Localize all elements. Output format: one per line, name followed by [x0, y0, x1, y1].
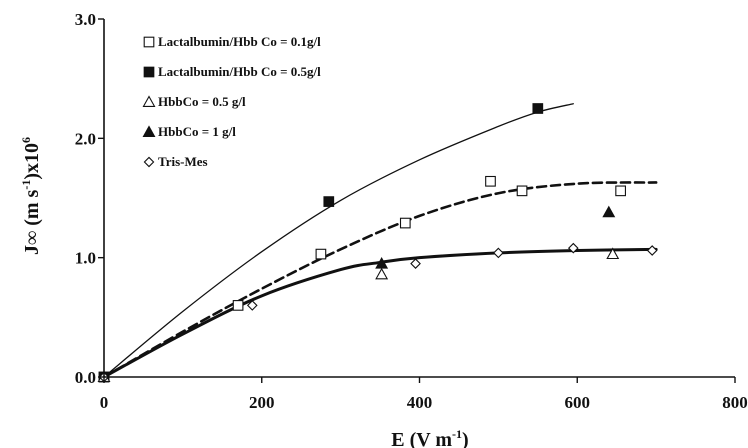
y-tick-label: 1.0	[75, 249, 96, 268]
data-point-series-0	[399, 217, 411, 229]
data-point-series-0	[232, 300, 244, 311]
legend: Lactalbumin/Hbb Co = 0.1g/l Lactalbumin/H…	[142, 34, 321, 169]
fit-curve-thick-solid	[102, 247, 658, 379]
fit-curve-thin-solid	[103, 103, 574, 378]
legend-marker-2	[142, 95, 156, 107]
data-point-series-4	[567, 242, 579, 254]
fit-curve-dashed	[102, 181, 658, 379]
x-tick-label: 200	[249, 393, 275, 412]
x-tick-label: 400	[407, 393, 433, 412]
x-tick-label: 800	[722, 393, 748, 412]
legend-label: HbbCo = 0.5 g/l	[158, 94, 246, 109]
data-point-series-0	[516, 185, 528, 197]
data-point-series-1	[323, 196, 335, 207]
data-point-series-2	[606, 247, 620, 260]
fit-curves	[102, 103, 658, 379]
data-point-series-3	[375, 256, 389, 269]
data-point-series-2	[375, 267, 389, 280]
legend-marker-3	[142, 125, 156, 137]
tick-marks	[98, 18, 736, 383]
data-point-series-0	[485, 175, 496, 187]
data-point-series-1	[532, 103, 544, 114]
legend-label: Lactalbumin/Hbb Co = 0.1g/l	[158, 34, 321, 49]
data-point-series-4	[646, 245, 658, 256]
data-point-series-4	[246, 300, 258, 311]
data-point-series-0	[315, 248, 327, 260]
tick-labels: 0 200 400 600 800 0.0 1.0 2.0 3.0	[75, 10, 748, 412]
y-tick-label: 2.0	[75, 129, 96, 148]
data-point-series-0	[615, 185, 626, 197]
data-point-series-3	[602, 205, 616, 218]
y-tick-label: 3.0	[75, 10, 96, 29]
legend-label: HbbCo = 1 g/l	[158, 124, 236, 139]
y-axis-label: J∞ (m s-1)x106	[19, 137, 43, 255]
legend-marker-1	[143, 66, 155, 78]
x-axis-label: E (V m-1)	[391, 427, 468, 448]
data-point-series-4	[410, 258, 421, 269]
x-tick-label: 0	[100, 393, 109, 412]
data-points	[97, 103, 658, 383]
x-tick-label: 600	[565, 393, 591, 412]
legend-marker-4	[143, 156, 155, 168]
y-tick-label: 0.0	[75, 368, 96, 387]
legend-marker-0	[143, 36, 155, 48]
data-point-series-4	[493, 247, 504, 259]
legend-label: Tris-Mes	[158, 154, 208, 169]
legend-label: Lactalbumin/Hbb Co = 0.5g/l	[158, 64, 321, 79]
